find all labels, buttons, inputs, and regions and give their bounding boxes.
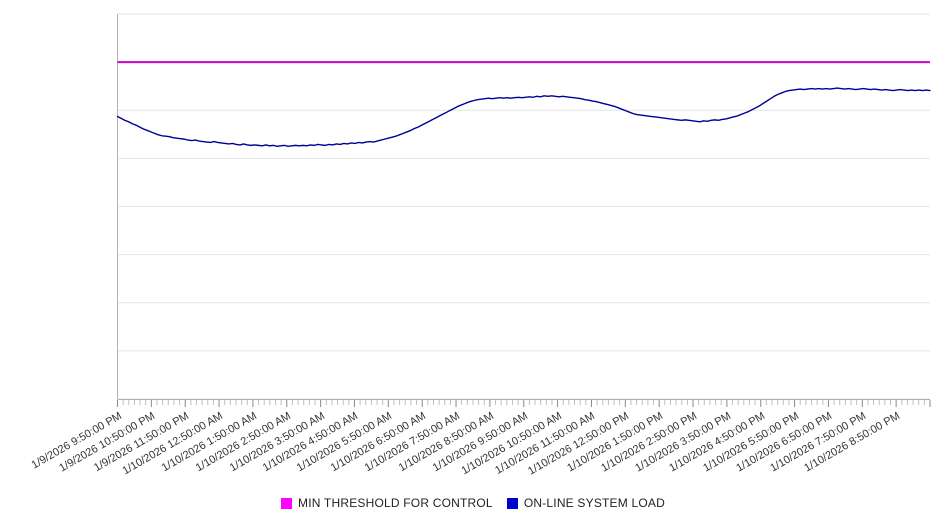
x-axis-tick-marks	[117, 399, 931, 407]
legend-label-on-line-system-load: ON-LINE SYSTEM LOAD	[523, 496, 665, 510]
gridlines-group	[117, 13, 930, 400]
legend-item-min-threshold-for-control: MIN THRESHOLD FOR CONTROL	[281, 496, 493, 510]
legend-swatch-on-line-system-load	[506, 497, 518, 509]
legend-swatch-min-threshold-for-control	[281, 497, 293, 509]
legend-label-min-threshold-for-control: MIN THRESHOLD FOR CONTROL	[298, 496, 493, 510]
legend-item-on-line-system-load: ON-LINE SYSTEM LOAD	[506, 496, 665, 510]
series-line-on-line-system-load	[116, 87, 931, 148]
chart-legend: MIN THRESHOLD FOR CONTROL ON-LINE SYSTEM…	[0, 496, 946, 510]
